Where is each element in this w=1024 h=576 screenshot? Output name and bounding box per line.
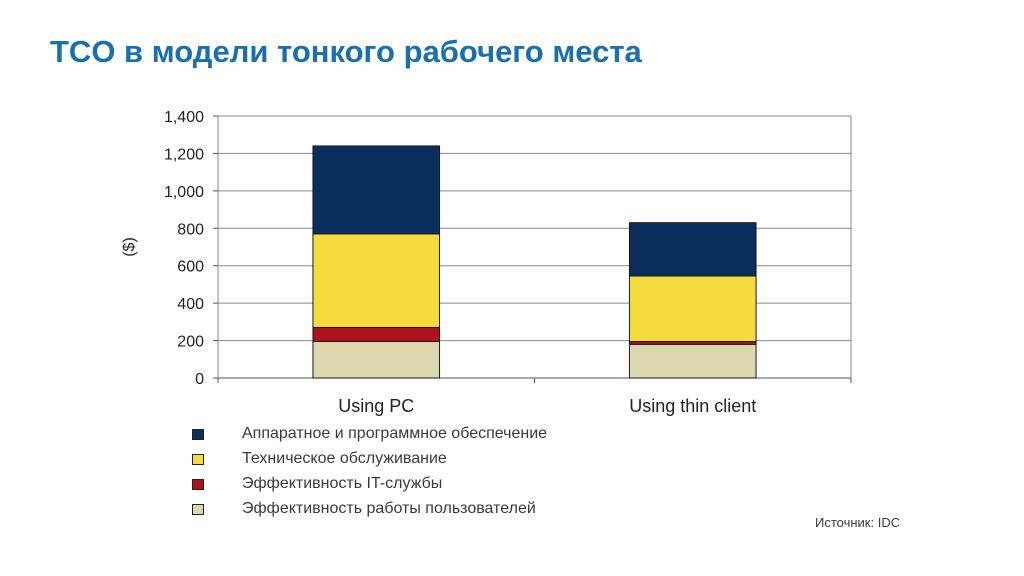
y-tick-label: 800	[177, 221, 204, 238]
bar-segment	[628, 343, 757, 379]
x-category-label: Using PC	[338, 396, 414, 416]
legend-label: Техническое обслуживание	[242, 450, 447, 467]
legend-label: Эффективность IT-службы	[242, 475, 443, 492]
legend-label: Эффективность работы пользователей	[242, 500, 536, 517]
y-tick-label: 1,000	[164, 184, 204, 201]
y-tick-label: 1,400	[164, 109, 204, 126]
legend-swatch	[192, 454, 204, 465]
bar-segment	[312, 341, 441, 379]
y-tick-label: 1,200	[164, 146, 204, 163]
y-tick-label: 600	[177, 259, 204, 276]
legend-swatch	[192, 429, 204, 440]
bar-segment	[312, 145, 441, 235]
bar-segment	[628, 222, 757, 277]
y-axis-label: ($)	[121, 237, 138, 257]
legend-label: Аппаратное и программное обеспечение	[242, 425, 548, 442]
y-tick-label: 200	[177, 334, 204, 351]
y-tick-label: 0	[195, 371, 204, 388]
bar-segment	[628, 275, 757, 343]
legend-swatch	[192, 504, 204, 515]
source-note: Источник: IDC	[815, 515, 901, 530]
legend-swatch	[192, 479, 204, 490]
bar-segment	[312, 326, 441, 343]
slide-title: TCO в модели тонкого рабочего места	[50, 34, 642, 69]
bar-segment	[312, 233, 441, 328]
y-tick-label: 400	[177, 296, 204, 313]
x-category-label: Using thin client	[629, 396, 756, 416]
